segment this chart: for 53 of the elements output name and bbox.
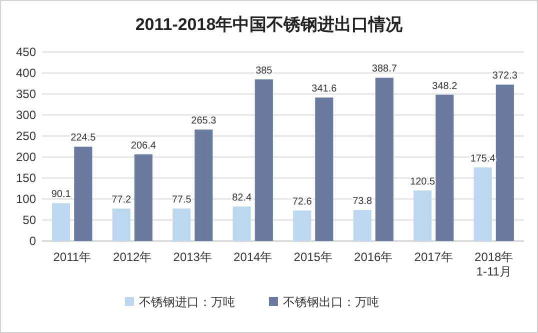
bar xyxy=(134,154,152,241)
x-tick-label: 2018年 1-11月 xyxy=(474,250,514,278)
x-tick-label: 2013年 xyxy=(173,250,212,264)
x-tick-label: 2012年 xyxy=(113,250,152,264)
y-tick-label: 300 xyxy=(16,108,36,122)
data-label: 175.4 xyxy=(470,153,496,164)
x-tick-label: 2011年 xyxy=(53,250,92,264)
data-label: 77.2 xyxy=(112,194,132,206)
chart-title: 2011-2018年中国不锈钢进出口情况 xyxy=(135,15,404,34)
data-label: 120.5 xyxy=(410,176,436,188)
y-tick-label: 450 xyxy=(16,45,36,59)
data-label: 372.3 xyxy=(492,70,518,82)
data-label: 224.5 xyxy=(70,132,96,144)
legend-label: 不锈钢出口：万吨 xyxy=(283,295,379,309)
bar xyxy=(353,210,372,241)
data-label: 265.3 xyxy=(191,116,217,127)
bar xyxy=(232,206,251,241)
bar xyxy=(315,98,334,241)
y-tick-label: 50 xyxy=(22,213,36,227)
data-label: 73.8 xyxy=(352,196,373,208)
bar xyxy=(112,208,130,241)
legend-label: 不锈钢进口：万吨 xyxy=(139,295,235,309)
bar xyxy=(194,130,213,241)
x-tick-label: 2016年 xyxy=(354,250,393,264)
y-tick-label: 350 xyxy=(16,87,36,101)
bar xyxy=(375,78,394,241)
data-label: 77.5 xyxy=(172,194,192,206)
bar xyxy=(414,190,432,241)
y-tick-label: 150 xyxy=(16,171,36,185)
bar xyxy=(436,94,454,241)
bar xyxy=(293,210,312,241)
bar xyxy=(496,84,514,241)
y-tick-label: 250 xyxy=(16,129,36,143)
x-tick-label: 2015年 xyxy=(294,250,332,264)
y-tick-label: 400 xyxy=(16,66,36,80)
data-label: 72.6 xyxy=(292,196,312,208)
bar xyxy=(74,146,92,241)
bar xyxy=(254,79,273,241)
bar xyxy=(172,208,191,241)
data-label: 90.1 xyxy=(51,189,72,200)
y-tick-label: 0 xyxy=(29,234,36,248)
x-tick-label: 2017年 xyxy=(414,250,453,264)
data-label: 206.4 xyxy=(130,140,156,152)
data-label: 341.6 xyxy=(312,84,338,95)
bar xyxy=(474,167,492,241)
data-label: 348.2 xyxy=(432,80,458,92)
data-label: 385 xyxy=(256,65,273,76)
x-tick-label: 2014年 xyxy=(234,250,272,264)
y-tick-label: 100 xyxy=(16,192,36,206)
bar xyxy=(52,203,70,241)
data-label: 388.7 xyxy=(372,64,398,75)
y-tick-label: 200 xyxy=(16,150,36,164)
data-label: 82.4 xyxy=(232,192,252,204)
